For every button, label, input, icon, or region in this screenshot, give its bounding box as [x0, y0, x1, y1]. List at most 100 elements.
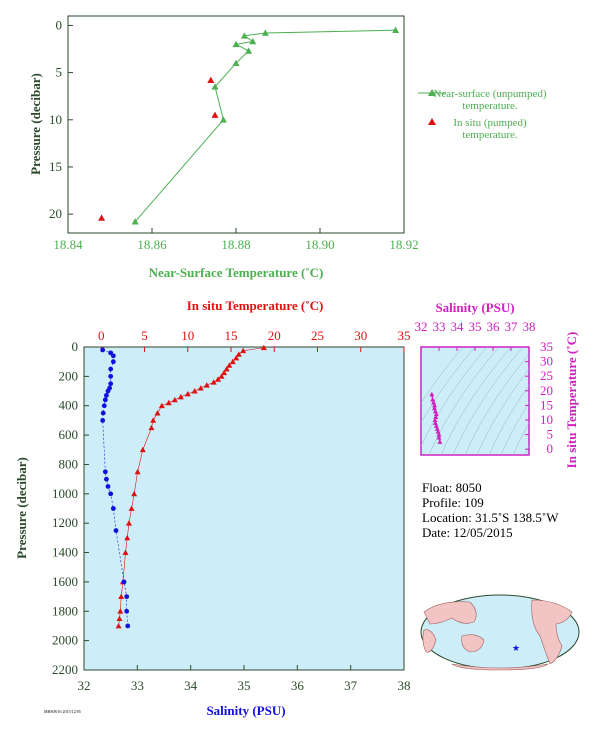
plot2-top-tick-label: 35: [398, 328, 411, 343]
ts-point: [431, 399, 437, 405]
plot2-temperature-point: [150, 417, 157, 423]
ts-top-tick-label: 35: [469, 319, 482, 334]
ts-contour-line: [464, 353, 529, 455]
plot1-frame: [67, 15, 405, 234]
plot2-area: [83, 346, 405, 671]
plot2-temperature-point: [117, 608, 124, 614]
plot1-red-point: [98, 214, 106, 221]
plot2-y-tick-label: 600: [59, 427, 79, 442]
plot1-legend: Near-surface (unpumped) temperature. In s…: [418, 88, 547, 141]
float-location-star-icon: ★: [512, 643, 520, 653]
plot2-temperature-point: [210, 379, 217, 385]
plot2-top-tick-label: 25: [311, 328, 324, 343]
plot1-green-line: [134, 29, 396, 223]
plot2-salinity-point: [100, 410, 106, 416]
legend-marker-green: [428, 89, 436, 96]
plot2-bottom-tick-label: 38: [398, 678, 411, 693]
plot1-red-point: [207, 76, 215, 83]
plot2-bottom-tick-label: 35: [238, 678, 251, 693]
ts-top-tick-label: 38: [523, 319, 536, 334]
ts-density-contours: [421, 317, 601, 485]
ts-point: [437, 439, 443, 444]
legend-label-red: In situ (pumped) temperature.: [453, 117, 527, 141]
plot2-temperature-point: [260, 344, 267, 351]
ts-point: [432, 417, 438, 422]
plot2-y-tick-label: 1600: [52, 574, 78, 589]
map-land-australia: [461, 634, 485, 653]
map-land-antarctica: [451, 663, 549, 671]
plot1-green-point: [392, 26, 400, 33]
plot1-y-ticks: 0 5 10 15 20: [49, 17, 73, 221]
plot2-temperature-point: [235, 351, 242, 357]
plot1-green-point: [219, 116, 227, 123]
plot2-temperature-point: [158, 402, 165, 409]
info-profile: Profile: 109: [422, 495, 484, 510]
plot1-green-point: [249, 37, 257, 45]
ts-contour-line: [428, 347, 500, 455]
ts-right-tick-label: 30: [540, 354, 553, 369]
plot1-green-point: [232, 59, 240, 66]
ts-right-tick-label: 25: [540, 368, 553, 383]
plot1-green-point: [261, 29, 269, 36]
ts-top-tick-label: 34: [451, 319, 465, 334]
plot1-y-tick-label: 5: [56, 65, 63, 80]
plot2-salinity-point: [102, 469, 108, 475]
plot2-salinity-point: [104, 476, 109, 482]
plot2-top-label: In situ Temperature (˚C): [187, 298, 324, 313]
plot2-temperature-point: [139, 446, 146, 453]
map-land-asia: [423, 601, 477, 625]
plot2-bottom-tick-label: 37: [344, 678, 358, 693]
ts-right-tick-label: 35: [540, 339, 553, 354]
legend-label-green: Near-surface (unpumped) temperature.: [433, 88, 546, 112]
plot1-x-ticks: 18.84 18.86 18.88 18.90 18.92: [53, 228, 419, 252]
plot2-temperature-point: [177, 393, 184, 400]
plot1-y-tick-label: 10: [49, 112, 62, 127]
ts-top-tick-label: 37: [505, 319, 519, 334]
info-location: Location: 31.5˚S 138.5˚W: [422, 510, 559, 525]
plot2-top-axis: 0 5 10 15 20 25 30 35: [98, 328, 411, 352]
plot2-bottom-label: Salinity (PSU): [206, 703, 285, 718]
panel-near-surface: 18.84 18.86 18.88 18.90 18.92 0 5 10 15 20 Near-…: [28, 15, 547, 280]
map-land-americas: [531, 599, 573, 665]
plot2-y-tick-label: 800: [59, 456, 79, 471]
plot2-temperature-point: [122, 549, 129, 555]
ts-top-label: Salinity (PSU): [435, 300, 514, 315]
plot2-temperature-point: [191, 388, 198, 394]
ts-point: [432, 408, 438, 414]
plot2-bottom-tick-label: 36: [291, 678, 305, 693]
plot1-x-tick-label: 18.86: [137, 237, 167, 252]
plot2-salinity-point: [102, 397, 108, 403]
plot2-salinity-point: [105, 484, 111, 489]
plot1-green-point: [240, 32, 248, 39]
plot1-green-point: [211, 83, 219, 90]
plot2-temperature-point: [218, 373, 225, 379]
ts-right-tick-label: 0: [547, 441, 554, 456]
plot2-salinity-point: [110, 353, 116, 359]
info-float: Float: 8050: [422, 480, 482, 495]
ts-point: [433, 414, 439, 420]
plot2-salinity-point: [100, 347, 106, 353]
plot2-top-tick-label: 0: [98, 328, 105, 343]
plot1-y-label: Pressure (decibar): [28, 73, 43, 175]
ts-right-label: In situ Temperature (˚C): [564, 332, 579, 469]
plot2-top-tick-label: 10: [181, 328, 194, 343]
ts-top-tick-label: 36: [487, 319, 501, 334]
plot2-temperature-point: [215, 376, 222, 382]
plot2-top-tick-label: 5: [141, 328, 148, 343]
plot2-y-tick-label: 1000: [52, 486, 78, 501]
plot2-salinity-point: [108, 373, 114, 379]
ts-point: [436, 434, 442, 440]
plot2-temperature-point: [124, 534, 131, 541]
plot2-y-tick-label: 1800: [52, 603, 78, 618]
plot2-top-tick-label: 30: [354, 328, 367, 343]
ts-point: [434, 426, 440, 431]
plot2-y-label: Pressure (decibar): [14, 457, 29, 559]
ts-contour-line: [525, 317, 601, 485]
plot2-temperature-point: [203, 382, 210, 388]
plot2-y-tick-label: 400: [59, 398, 79, 413]
plot2-temperature-point: [131, 490, 138, 497]
plot2-temperature-point: [128, 505, 135, 511]
panel-profile: 0200400600800100012001400160018002000220…: [14, 298, 411, 718]
